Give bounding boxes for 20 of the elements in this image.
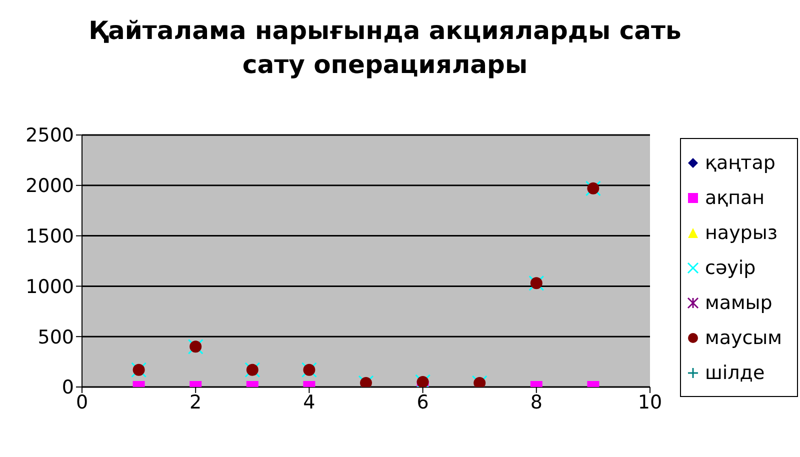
legend-label: ақпан	[705, 186, 765, 208]
y-tick-label: 1500	[26, 226, 74, 248]
legend-label: мамыр	[705, 292, 772, 314]
chart-title: Қайталама нарығында акцияларды сать сату операциялары	[88, 15, 682, 81]
legend-label: маусым	[705, 326, 782, 348]
x-tick-label: 6	[416, 391, 429, 414]
legend-label: наурыз	[705, 222, 778, 244]
x-tick-label: 2	[190, 391, 202, 414]
x-tick-label: 10	[638, 391, 662, 414]
y-tick-label: 500	[38, 326, 74, 348]
y-tick-label: 1000	[26, 276, 74, 298]
legend-label: қаңтар	[705, 152, 776, 174]
x-tick-label: 0	[76, 391, 88, 414]
x-tick-label: 8	[530, 391, 542, 414]
x-tick-label: 4	[303, 391, 316, 414]
y-tick-label: 2500	[26, 124, 74, 147]
legend-label: шілде	[705, 362, 765, 384]
y-tick-label: 2000	[26, 175, 74, 198]
legend-label: сәуір	[705, 256, 756, 278]
y-tick-label: 0	[62, 376, 74, 399]
